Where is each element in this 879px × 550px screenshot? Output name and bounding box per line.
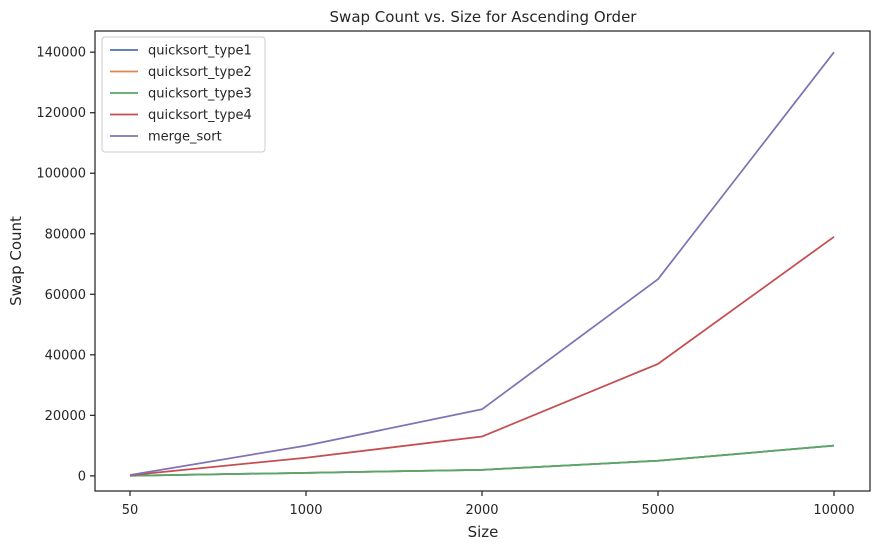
legend-label: quicksort_type2 (148, 65, 252, 80)
series-line-quicksort_type1 (129, 444, 835, 477)
series-lines (129, 51, 835, 477)
x-axis: 50 1000 2000 5000 10000 (122, 491, 855, 518)
legend: quicksort_type1 quicksort_type2 quicksort_… (101, 36, 266, 153)
y-tick-label: 0 (78, 469, 86, 484)
y-tick-label: 120000 (36, 106, 86, 121)
y-axis-label: Swap Count (7, 216, 25, 306)
legend-label: merge_sort (148, 130, 222, 145)
y-tick-label: 40000 (45, 348, 86, 363)
series-line-quicksort_type3 (129, 444, 835, 477)
legend-frame (101, 36, 266, 153)
y-tick-label: 140000 (36, 46, 86, 61)
x-tick-label: 10000 (813, 503, 854, 518)
y-tick-label: 20000 (45, 409, 86, 424)
legend-label: quicksort_type3 (148, 87, 252, 102)
legend-label: quicksort_type1 (148, 44, 252, 59)
y-axis: 0 20000 40000 60000 80000 100000 120000 140000 (36, 46, 95, 484)
legend-label: quicksort_type4 (148, 108, 252, 123)
y-tick-label: 60000 (45, 288, 86, 303)
x-tick-label: 50 (122, 503, 139, 518)
series-line-quicksort_type2 (129, 444, 835, 477)
series-line-merge_sort (129, 51, 835, 476)
y-tick-label: 80000 (45, 227, 86, 242)
x-tick-label: 2000 (465, 503, 498, 518)
x-tick-label: 1000 (289, 503, 322, 518)
x-axis-label: Size (468, 523, 499, 541)
y-tick-label: 100000 (36, 167, 86, 182)
x-tick-label: 5000 (641, 503, 674, 518)
chart-title: Swap Count vs. Size for Ascending Order (330, 8, 638, 26)
series-line-quicksort_type4 (129, 236, 835, 477)
